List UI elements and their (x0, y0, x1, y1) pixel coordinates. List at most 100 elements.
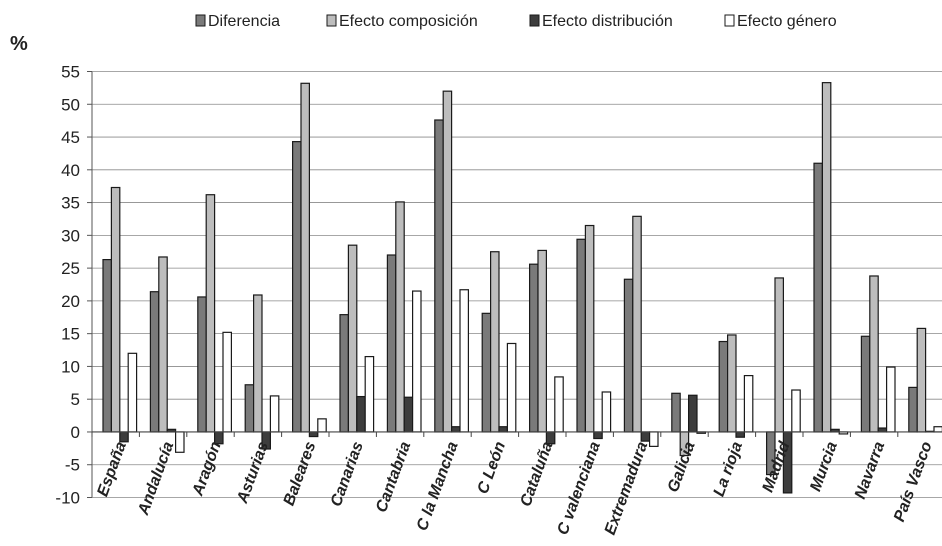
legend-swatch (195, 14, 206, 27)
bar-1-9 (537, 249, 547, 433)
category-label: C valenciana (554, 439, 603, 537)
category-label: España (94, 439, 129, 498)
bar-2-9 (545, 431, 556, 445)
y-tick-label: 5 (71, 390, 80, 409)
bar-3-17 (933, 426, 942, 433)
y-tick-label: 15 (61, 325, 80, 344)
bar-3-16 (885, 366, 896, 433)
bar-2-6 (403, 396, 414, 433)
bar-1-16 (869, 275, 879, 433)
category-label: La rioja (711, 439, 746, 498)
legend-swatch (326, 14, 337, 27)
bar-1-0 (110, 186, 121, 433)
legend: Diferencia Efecto composición Efecto distr… (195, 13, 837, 30)
bar-1-11 (632, 215, 642, 433)
category-label: Navarra (852, 439, 888, 501)
y-tick-label: 35 (61, 194, 80, 213)
bar-2-2 (214, 431, 224, 445)
bar-3-14 (791, 389, 801, 433)
bar-3-7 (459, 289, 469, 433)
y-tick-label: 45 (61, 128, 80, 147)
bar-2-11 (640, 431, 651, 442)
legend-label: Efecto género (737, 13, 837, 30)
bar-1-13 (726, 334, 737, 433)
category-label: Canarias (328, 439, 367, 508)
bar-0-15 (813, 162, 823, 433)
bar-0-12 (671, 392, 681, 433)
bar-2-8 (498, 426, 508, 433)
category-label: C León (475, 439, 510, 496)
bar-3-2 (222, 331, 232, 433)
category-label: Andalucía (135, 439, 178, 518)
bar-2-10 (593, 431, 603, 440)
y-tick-label: 40 (61, 161, 80, 180)
bar-2-7 (451, 426, 461, 433)
bar-3-8 (506, 342, 517, 433)
y-axis-unit-label: % (10, 33, 28, 55)
bar-1-10 (584, 224, 595, 433)
bar-1-3 (253, 294, 263, 433)
bar-0-7 (434, 119, 444, 433)
bar-2-0 (119, 431, 129, 443)
bar-0-16 (860, 335, 871, 433)
category-label: Asturias (234, 439, 272, 506)
bar-0-17 (908, 386, 918, 433)
bar-0-0 (102, 258, 112, 433)
bar-1-15 (821, 82, 832, 433)
bar-1-5 (347, 244, 358, 433)
bar-1-6 (395, 201, 405, 433)
bar-0-10 (576, 238, 586, 433)
y-tick-label: 25 (61, 259, 80, 278)
bar-0-4 (292, 141, 302, 433)
bar-0-8 (481, 312, 492, 433)
bar-0-9 (528, 263, 539, 433)
category-label: Extremadura (602, 439, 651, 537)
y-tick-label: 10 (61, 357, 80, 376)
bar-0-5 (339, 314, 349, 433)
bar-3-1 (175, 431, 185, 453)
bar-1-17 (916, 327, 927, 433)
y-tick-label: 55 (61, 63, 80, 82)
category-labels: España Andalucía Aragón Asturias Baleares Can… (91, 431, 936, 537)
y-tick-label: 0 (71, 423, 80, 442)
legend-label: Efecto composición (339, 13, 478, 30)
bar-3-3 (269, 395, 280, 433)
legend-label: Diferencia (208, 13, 280, 30)
bar-2-5 (356, 395, 366, 433)
bar-3-6 (412, 290, 422, 433)
y-tick-label: -5 (65, 456, 80, 475)
category-label: Murcia (807, 439, 841, 493)
y-tick-label: 30 (61, 226, 80, 245)
bar-0-11 (623, 278, 634, 433)
bar-0-1 (149, 291, 160, 433)
bar-3-4 (317, 418, 327, 433)
bar-1-7 (442, 90, 453, 433)
bar-1-8 (490, 251, 500, 433)
bar-1-14 (774, 277, 784, 433)
bar-0-6 (386, 254, 397, 433)
category-label: Cantabria (373, 439, 414, 514)
bar-3-5 (364, 355, 375, 433)
y-tick-label: 20 (61, 292, 80, 311)
bar-3-10 (601, 391, 612, 433)
category-label: País Vasco (891, 439, 936, 524)
bar-3-11 (648, 431, 659, 447)
category-label: Galicia (665, 439, 699, 494)
legend-swatch (724, 14, 735, 27)
y-tick-label: -10 (55, 489, 80, 508)
bar-0-3 (244, 384, 255, 433)
bar-0-2 (197, 296, 207, 433)
bar-3-0 (127, 352, 138, 433)
bar-1-4 (300, 82, 310, 433)
bar-0-13 (718, 340, 729, 433)
legend-label: Efecto distribución (542, 13, 673, 30)
bar-2-4 (308, 431, 319, 438)
bar-2-13 (735, 431, 745, 438)
y-tick-label: 50 (61, 95, 80, 114)
bar-3-13 (743, 374, 754, 433)
bar-3-9 (554, 376, 564, 433)
bar-1-2 (205, 194, 216, 433)
category-label: Aragón (189, 439, 225, 499)
